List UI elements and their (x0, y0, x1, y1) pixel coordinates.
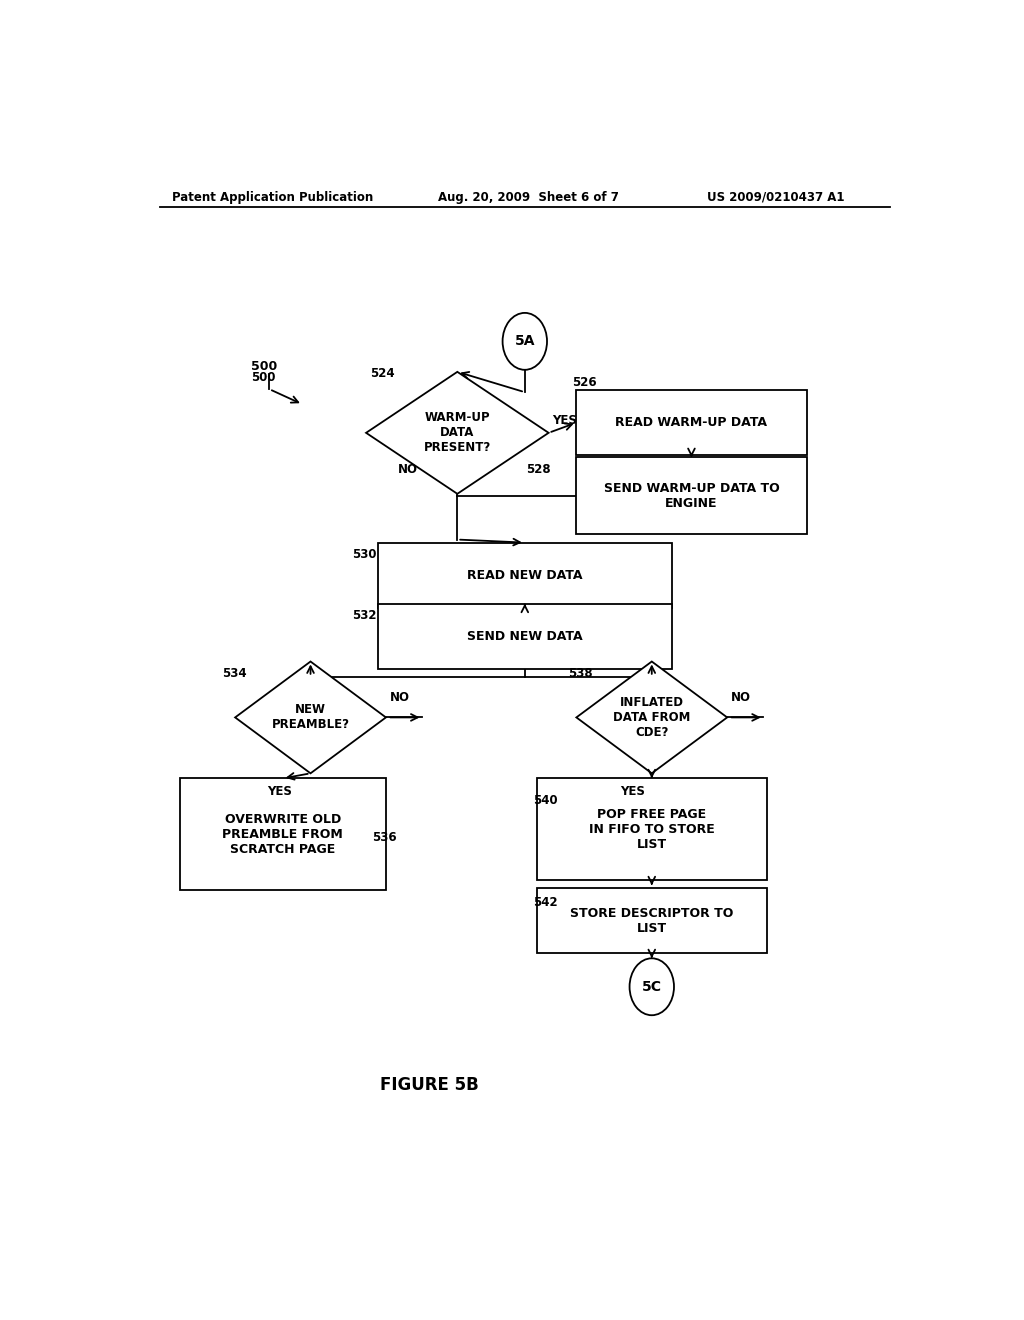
Polygon shape (367, 372, 549, 494)
Text: 540: 540 (532, 795, 557, 808)
Text: 5A: 5A (514, 334, 536, 348)
Text: SEND WARM-UP DATA TO
ENGINE: SEND WARM-UP DATA TO ENGINE (603, 482, 779, 510)
Text: 534: 534 (221, 667, 246, 680)
Text: INFLATED
DATA FROM
CDE?: INFLATED DATA FROM CDE? (613, 696, 690, 739)
Text: 500: 500 (251, 360, 278, 374)
Text: STORE DESCRIPTOR TO
LIST: STORE DESCRIPTOR TO LIST (570, 907, 733, 935)
Text: 536: 536 (373, 830, 397, 843)
Text: NEW
PREAMBLE?: NEW PREAMBLE? (271, 704, 349, 731)
Text: US 2009/0210437 A1: US 2009/0210437 A1 (708, 190, 845, 203)
Text: YES: YES (267, 785, 292, 799)
Text: NO: NO (390, 690, 410, 704)
Text: YES: YES (620, 785, 645, 799)
Text: NO: NO (731, 690, 752, 704)
FancyBboxPatch shape (179, 779, 386, 890)
Text: YES: YES (553, 414, 578, 428)
FancyBboxPatch shape (378, 603, 672, 669)
Text: READ NEW DATA: READ NEW DATA (467, 569, 583, 582)
Text: WARM-UP
DATA
PRESENT?: WARM-UP DATA PRESENT? (424, 412, 490, 454)
FancyBboxPatch shape (577, 391, 807, 455)
Text: Aug. 20, 2009  Sheet 6 of 7: Aug. 20, 2009 Sheet 6 of 7 (437, 190, 618, 203)
Text: READ WARM-UP DATA: READ WARM-UP DATA (615, 416, 767, 429)
Polygon shape (236, 661, 386, 774)
Polygon shape (577, 661, 727, 774)
Text: OVERWRITE OLD
PREAMBLE FROM
SCRATCH PAGE: OVERWRITE OLD PREAMBLE FROM SCRATCH PAGE (222, 813, 343, 855)
Circle shape (630, 958, 674, 1015)
FancyBboxPatch shape (537, 779, 767, 880)
FancyBboxPatch shape (378, 543, 672, 607)
Text: 528: 528 (526, 463, 551, 477)
Text: 542: 542 (532, 896, 557, 909)
Text: FIGURE 5B: FIGURE 5B (380, 1076, 479, 1094)
Text: POP FREE PAGE
IN FIFO TO STORE
LIST: POP FREE PAGE IN FIFO TO STORE LIST (589, 808, 715, 850)
Text: 530: 530 (352, 548, 376, 561)
Text: Patent Application Publication: Patent Application Publication (172, 190, 373, 203)
Text: NO: NO (397, 463, 418, 477)
Text: SEND NEW DATA: SEND NEW DATA (467, 630, 583, 643)
Text: 526: 526 (572, 375, 597, 388)
FancyBboxPatch shape (577, 457, 807, 535)
Text: 532: 532 (352, 610, 376, 622)
Text: 524: 524 (370, 367, 394, 380)
Text: 5C: 5C (642, 979, 662, 994)
FancyBboxPatch shape (537, 888, 767, 953)
Text: 538: 538 (568, 667, 593, 680)
Circle shape (503, 313, 547, 370)
Text: 500: 500 (251, 371, 275, 384)
